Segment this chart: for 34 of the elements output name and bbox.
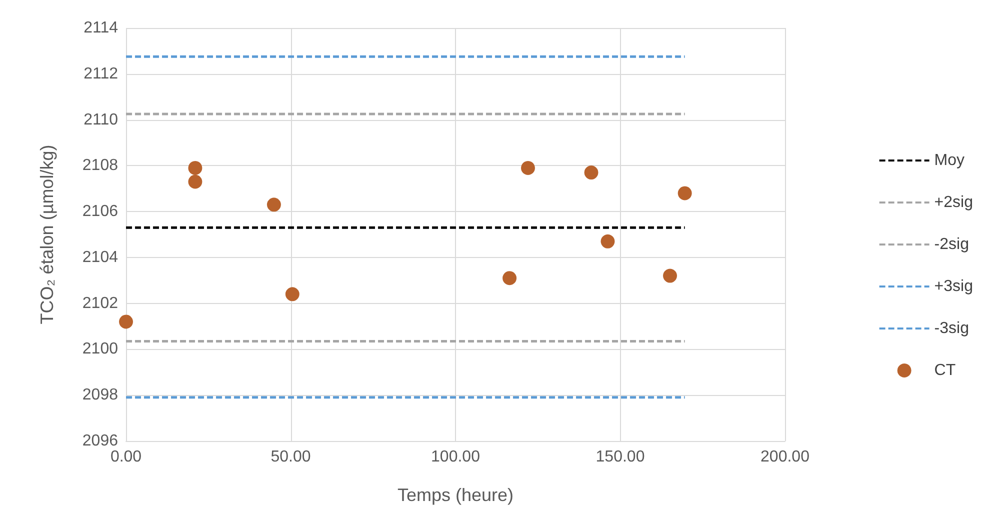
y-tick-label: 2106 bbox=[82, 203, 118, 220]
point bbox=[600, 234, 615, 248]
x-tick-label: 200.00 bbox=[760, 448, 810, 466]
point bbox=[502, 271, 517, 286]
point bbox=[119, 314, 133, 329]
point bbox=[188, 160, 202, 175]
y-axis-title: TCO₂ étalon (µmol/kg) bbox=[37, 144, 57, 324]
y-tick-label: 2100 bbox=[82, 340, 118, 358]
point bbox=[521, 160, 535, 175]
point bbox=[266, 198, 281, 212]
x-tick-label: 50.00 bbox=[270, 448, 311, 466]
y-tick-label: 2102 bbox=[82, 294, 118, 312]
y-tick-label: 2096 bbox=[82, 432, 118, 450]
y-tick-label: 2112 bbox=[84, 65, 118, 82]
point bbox=[663, 268, 678, 283]
legend-label: +2sig bbox=[934, 194, 974, 211]
legend-label: -3sig bbox=[934, 320, 969, 337]
legend-label: -2sig bbox=[934, 236, 969, 253]
x-tick-label: 100.00 bbox=[431, 448, 480, 466]
point bbox=[188, 174, 202, 189]
point bbox=[678, 186, 692, 200]
legend-label: CT bbox=[934, 362, 956, 379]
legend-label: +3sig bbox=[934, 278, 974, 295]
y-tick-label: 2098 bbox=[82, 386, 118, 404]
point bbox=[584, 166, 598, 180]
x-tick-label: 0.00 bbox=[110, 448, 142, 466]
y-tick-label: 2114 bbox=[84, 20, 118, 36]
point bbox=[285, 287, 300, 302]
x-tick-label: 150.00 bbox=[596, 448, 645, 466]
y-tick-label: 2110 bbox=[84, 111, 118, 128]
legend-label: Moy bbox=[934, 152, 965, 169]
x-axis-title: Temps (heure) bbox=[397, 485, 514, 505]
y-tick-label: 2104 bbox=[82, 248, 118, 266]
y-tick-label: 2108 bbox=[82, 157, 118, 174]
